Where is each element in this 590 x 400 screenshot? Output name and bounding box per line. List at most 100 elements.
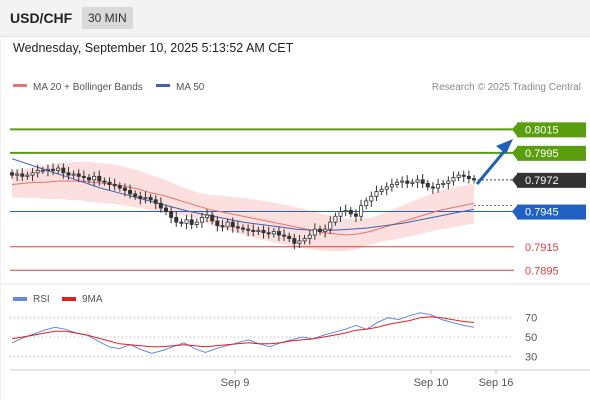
candle-body <box>297 240 302 244</box>
candle-body <box>471 178 476 181</box>
candle-body <box>107 181 112 185</box>
candle-body <box>312 228 317 236</box>
candle-body <box>400 180 405 183</box>
x-label-sep10: Sep 10 <box>414 377 449 389</box>
candle-body <box>436 184 441 189</box>
candle-body <box>369 195 374 202</box>
rsi-legend: RSI 9MA <box>13 294 103 305</box>
candle-body <box>97 175 102 182</box>
candle-body <box>122 187 127 191</box>
candle-body <box>466 175 471 180</box>
candle-body <box>276 231 281 236</box>
candle-body <box>389 184 394 188</box>
candle-body <box>61 167 66 174</box>
candle-body <box>76 173 81 177</box>
level-tag-pointer-0.7945 <box>512 204 518 220</box>
rsi-layer: 70 50 30 <box>10 312 537 363</box>
candle-body <box>71 173 76 176</box>
level-tag-pointer-0.7972 <box>512 172 518 188</box>
ma20-legend-label: MA 20 + Bollinger Bands <box>33 82 143 93</box>
x-axis-labels: Sep 9 Sep 10 Sep 16 <box>221 370 513 389</box>
candle-body <box>348 209 353 215</box>
candle-body <box>364 200 369 207</box>
candle-body <box>266 232 271 235</box>
candle-body <box>461 174 466 177</box>
candle-body <box>394 181 399 185</box>
candle-body <box>384 186 389 190</box>
level-tag-0.7972 <box>517 172 586 188</box>
candle-body <box>307 234 312 239</box>
candle-body <box>343 209 348 212</box>
candle-body <box>143 197 148 200</box>
candle-body <box>133 193 138 197</box>
candle-body <box>81 175 86 178</box>
price-legend: MA 20 + Bollinger Bands MA 50 <box>13 82 205 93</box>
ma9-legend-label: 9MA <box>82 294 103 305</box>
ma9-legend-swatch <box>62 297 76 301</box>
level-label-0.8015: 0.8015 <box>525 124 559 136</box>
forecast-arrow-shaft <box>475 147 509 185</box>
candle-body <box>20 173 25 177</box>
candle-body <box>194 221 199 225</box>
x-label-sep9: Sep 9 <box>221 377 250 389</box>
candle-body <box>235 226 240 229</box>
candle-body <box>328 221 333 230</box>
ma50-legend-label: MA 50 <box>176 82 205 93</box>
candle-body <box>353 213 358 217</box>
candle-body <box>240 227 245 230</box>
candle-body <box>292 238 297 244</box>
candle-body <box>374 191 379 197</box>
candle-body <box>246 228 251 231</box>
candle-body <box>430 186 435 189</box>
candle-body <box>174 217 179 223</box>
level-tag-0.8015 <box>517 122 586 138</box>
candle-body <box>30 172 35 176</box>
candle-body <box>210 214 215 222</box>
candle-body <box>317 228 322 232</box>
candle-body <box>256 229 261 232</box>
candle-body <box>128 190 133 195</box>
candle-body <box>179 221 184 224</box>
rsi-tick-label-50: 50 <box>525 332 537 344</box>
rsi-tick-label-70: 70 <box>525 313 537 325</box>
chart-datetime: Wednesday, September 10, 2025 5:13:52 AM… <box>13 41 294 55</box>
candle-body <box>251 229 256 232</box>
candle-body <box>138 195 143 200</box>
candle-body <box>56 167 61 171</box>
forecast-arrow-head <box>496 139 513 154</box>
rsi-tick-label-30: 30 <box>525 351 537 363</box>
research-credit: Research © 2025 Trading Central <box>432 82 581 93</box>
rsi-legend-swatch <box>13 297 27 301</box>
candle-body <box>215 220 220 227</box>
price-levels-layer: 0.8015 0.7995 0.7972 0.7945 0.7915 0.7895 <box>10 122 586 277</box>
candle-body <box>323 228 328 232</box>
candle-body <box>282 234 287 237</box>
candle-body <box>40 170 45 173</box>
candle-body <box>420 179 425 184</box>
candle-body <box>338 211 343 217</box>
candle-body <box>15 173 20 176</box>
ma20-legend-swatch <box>13 84 27 87</box>
candle-body <box>451 177 456 182</box>
level-tag-pointer-0.8015 <box>512 122 518 138</box>
candle-body <box>87 177 92 181</box>
candle-body <box>148 197 153 201</box>
level-tag-pointer-0.7995 <box>512 145 518 161</box>
candle-body <box>220 225 225 228</box>
candle-body <box>425 182 430 188</box>
candle-body <box>35 170 40 174</box>
candle-body <box>169 211 174 218</box>
candle-body <box>9 172 14 176</box>
candle-body <box>184 219 189 224</box>
candle-body <box>199 217 204 223</box>
candle-body <box>446 180 451 184</box>
candle-body <box>302 238 307 242</box>
candle-body <box>45 168 50 171</box>
candle-body <box>158 202 163 209</box>
timeframe-button[interactable]: 30 MIN <box>82 7 133 29</box>
candle-body <box>271 231 276 235</box>
candle-body <box>287 235 292 239</box>
bollinger-band-layer <box>12 161 474 252</box>
level-label-0.7972: 0.7972 <box>525 175 559 187</box>
candle-body <box>405 180 410 184</box>
